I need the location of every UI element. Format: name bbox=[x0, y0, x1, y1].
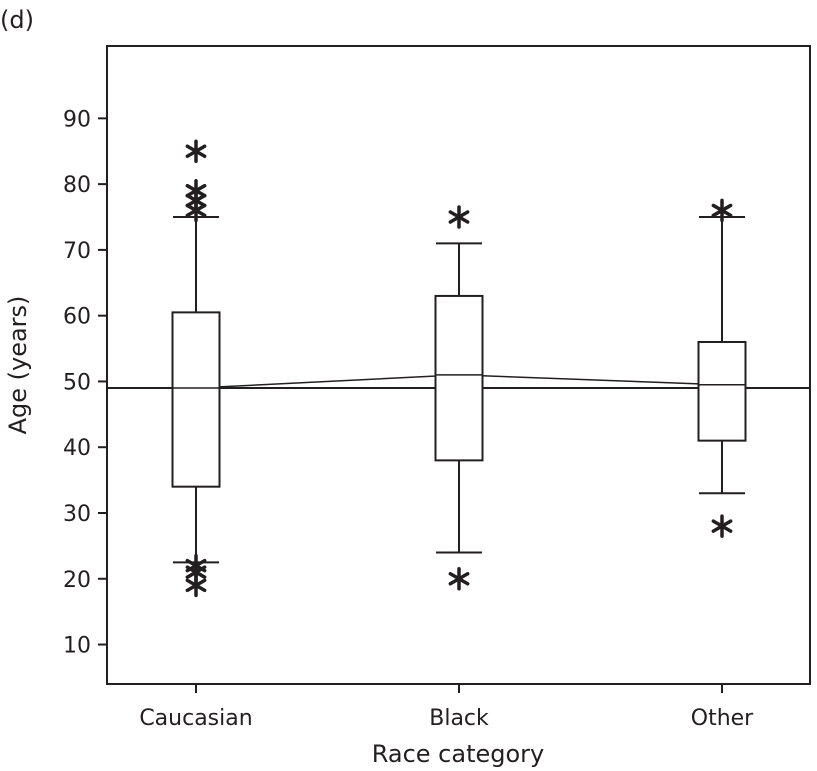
plot-marks bbox=[107, 139, 810, 598]
y-axis-title: Age (years) bbox=[4, 296, 32, 435]
y-tick-label: 90 bbox=[63, 107, 91, 132]
asterisk-stroke bbox=[185, 578, 207, 593]
asterisk-stroke bbox=[448, 210, 470, 224]
y-tick-label: 60 bbox=[63, 305, 91, 330]
y-axis: 10 20 30 40 50 60 70 80 90 bbox=[63, 107, 107, 659]
outlier-point bbox=[185, 573, 207, 598]
outlier-point bbox=[448, 567, 470, 591]
y-tick-label: 40 bbox=[63, 436, 91, 461]
asterisk-stroke bbox=[185, 565, 207, 579]
outlier-point bbox=[185, 139, 207, 163]
outlier-point bbox=[711, 198, 733, 223]
y-tick-label: 70 bbox=[63, 239, 91, 264]
y-tick-label: 10 bbox=[63, 634, 91, 659]
asterisk-stroke bbox=[185, 203, 207, 218]
x-tick-label: Caucasian bbox=[139, 706, 252, 731]
asterisk-stroke bbox=[711, 519, 733, 533]
y-tick-label: 80 bbox=[63, 173, 91, 198]
outlier-point bbox=[448, 205, 470, 229]
y-tick-label: 50 bbox=[63, 370, 91, 395]
box-black bbox=[434, 294, 484, 462]
asterisk-stroke bbox=[185, 144, 207, 158]
outlier-point bbox=[711, 514, 733, 538]
asterisk-stroke bbox=[711, 203, 733, 218]
x-axis: Caucasian Black Other bbox=[139, 684, 754, 731]
x-axis-title: Race category bbox=[372, 740, 545, 768]
y-tick-label: 30 bbox=[63, 502, 91, 527]
x-tick-label: Other bbox=[691, 706, 754, 731]
box-caucasian bbox=[171, 311, 221, 488]
asterisk-stroke bbox=[448, 572, 470, 586]
x-tick-label: Black bbox=[429, 706, 489, 731]
panel-label: (d) bbox=[0, 6, 34, 34]
outlier-point bbox=[185, 198, 207, 223]
box-other bbox=[697, 340, 747, 442]
y-tick-label: 20 bbox=[63, 568, 91, 593]
